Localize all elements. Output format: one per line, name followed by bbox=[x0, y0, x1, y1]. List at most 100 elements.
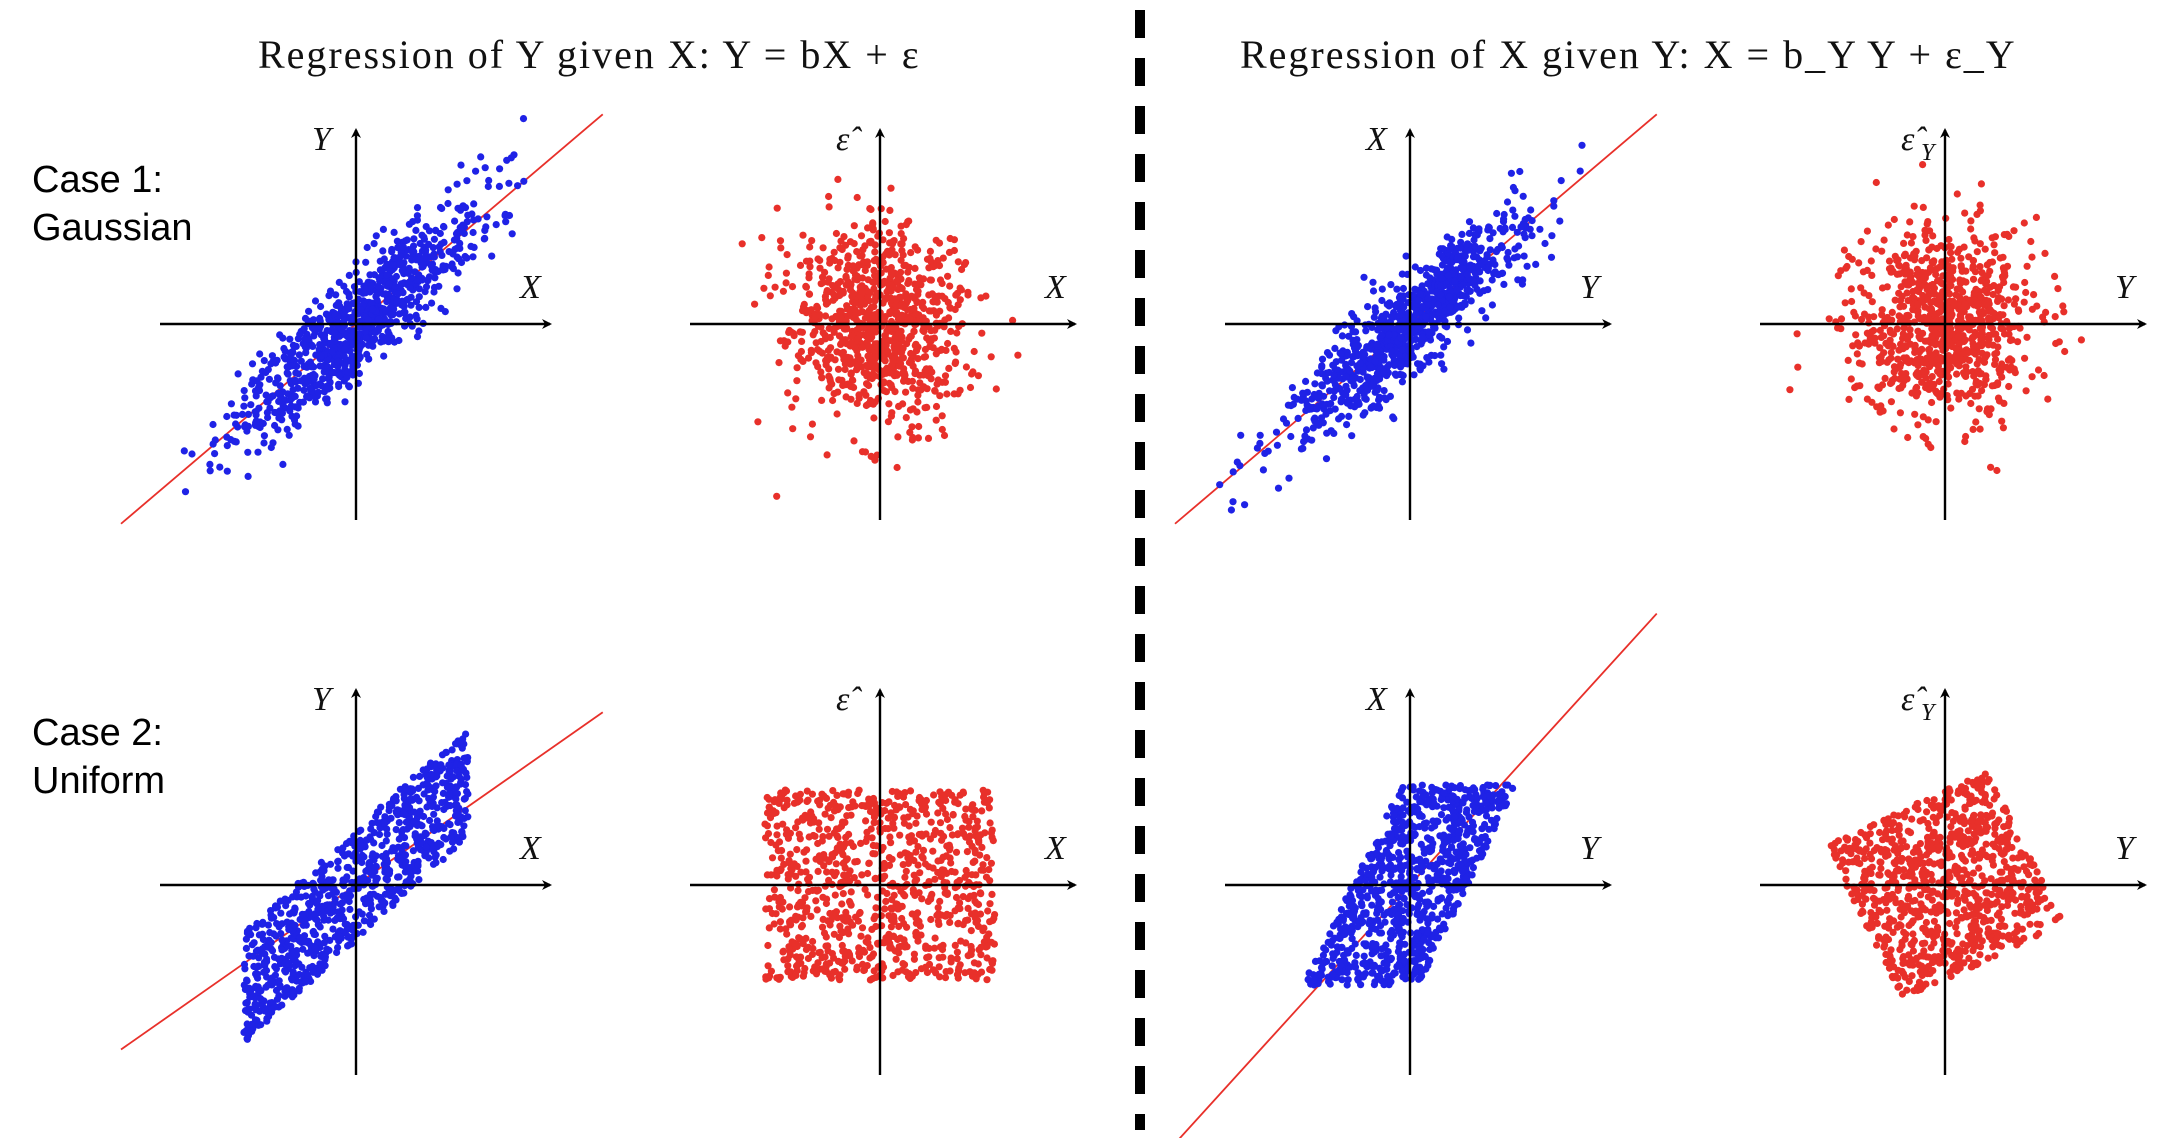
data-point bbox=[446, 847, 454, 855]
data-point bbox=[865, 352, 873, 360]
data-point bbox=[404, 819, 412, 827]
data-point bbox=[291, 921, 299, 929]
data-point bbox=[1520, 252, 1528, 260]
data-point bbox=[1256, 431, 1264, 439]
data-point bbox=[1398, 371, 1406, 379]
data-point bbox=[1963, 368, 1971, 376]
data-point bbox=[329, 925, 337, 933]
data-point bbox=[1847, 285, 1855, 293]
data-point bbox=[1302, 426, 1311, 434]
data-point bbox=[924, 434, 933, 442]
data-point bbox=[1945, 235, 1953, 244]
data-point bbox=[1860, 289, 1868, 297]
data-point bbox=[256, 986, 264, 994]
header-right: Regression of X given Y: X = b_Y Y + ε_Y bbox=[1240, 32, 2017, 77]
data-point bbox=[455, 838, 463, 846]
data-point bbox=[309, 968, 317, 976]
data-point bbox=[472, 167, 480, 175]
panel-case1-residual-y: Xε̂ bbox=[690, 121, 1077, 520]
data-point bbox=[933, 298, 941, 306]
data-point bbox=[907, 358, 916, 366]
data-point bbox=[909, 384, 917, 392]
data-point bbox=[780, 956, 788, 964]
data-point bbox=[1874, 383, 1882, 391]
data-point bbox=[932, 416, 940, 424]
data-point bbox=[1440, 365, 1448, 373]
data-point bbox=[1287, 432, 1295, 441]
data-point bbox=[857, 232, 866, 240]
data-point bbox=[1547, 253, 1556, 261]
data-point bbox=[255, 404, 263, 412]
data-point bbox=[962, 816, 970, 824]
data-point bbox=[904, 377, 912, 385]
data-point bbox=[888, 409, 896, 417]
data-point bbox=[1951, 353, 1959, 361]
data-point bbox=[830, 248, 838, 256]
data-point bbox=[1253, 444, 1261, 452]
data-point bbox=[1928, 398, 1936, 407]
data-point bbox=[375, 830, 384, 839]
data-point bbox=[496, 165, 504, 173]
data-point bbox=[966, 383, 975, 392]
data-point bbox=[301, 314, 310, 322]
data-point bbox=[422, 303, 430, 311]
data-point bbox=[814, 363, 822, 371]
data-point bbox=[453, 285, 461, 293]
data-point bbox=[1369, 287, 1378, 295]
data-point bbox=[796, 261, 805, 269]
panel-case1-y-given-x: XY bbox=[120, 113, 604, 525]
data-point bbox=[209, 420, 217, 429]
data-point bbox=[1911, 410, 1919, 418]
data-point bbox=[1302, 406, 1310, 415]
data-point bbox=[250, 1004, 258, 1012]
data-point bbox=[248, 360, 257, 368]
data-point bbox=[1928, 373, 1936, 381]
data-point bbox=[244, 472, 252, 480]
data-point bbox=[458, 831, 466, 839]
x-axis-label: X bbox=[518, 269, 542, 306]
data-point bbox=[1461, 301, 1469, 309]
data-point bbox=[977, 890, 985, 898]
data-point bbox=[826, 374, 834, 383]
data-point bbox=[1880, 236, 1888, 244]
data-point bbox=[812, 970, 821, 978]
data-point bbox=[405, 875, 414, 884]
data-point bbox=[325, 905, 333, 914]
data-point bbox=[902, 293, 910, 302]
data-point bbox=[1901, 250, 1909, 258]
data-point bbox=[439, 266, 447, 274]
data-point bbox=[2023, 262, 2031, 270]
data-point bbox=[413, 216, 421, 224]
data-point bbox=[875, 308, 883, 316]
data-point bbox=[788, 283, 797, 291]
data-point bbox=[911, 280, 919, 288]
data-point bbox=[429, 845, 437, 853]
data-point bbox=[412, 226, 420, 234]
data-point bbox=[316, 341, 324, 349]
data-point bbox=[2005, 382, 2013, 391]
data-point bbox=[378, 332, 386, 341]
data-point bbox=[837, 927, 845, 935]
data-point bbox=[370, 240, 378, 248]
data-point bbox=[1868, 298, 1876, 306]
data-point bbox=[929, 847, 937, 855]
data-point bbox=[286, 407, 294, 415]
data-point bbox=[306, 358, 314, 366]
data-point bbox=[223, 412, 231, 421]
data-point bbox=[1895, 312, 1903, 320]
data-point bbox=[1310, 390, 1318, 399]
data-point bbox=[1375, 404, 1384, 412]
data-point bbox=[764, 271, 772, 279]
data-point bbox=[1337, 398, 1345, 406]
data-point bbox=[949, 810, 957, 819]
data-point bbox=[330, 885, 338, 893]
data-point bbox=[2000, 302, 2008, 310]
data-point bbox=[813, 302, 821, 310]
data-point bbox=[415, 271, 423, 279]
data-point bbox=[343, 863, 351, 872]
data-point bbox=[415, 876, 423, 884]
data-point bbox=[341, 361, 349, 369]
data-point bbox=[358, 910, 366, 918]
data-point bbox=[763, 822, 772, 830]
data-point bbox=[1881, 374, 1889, 382]
